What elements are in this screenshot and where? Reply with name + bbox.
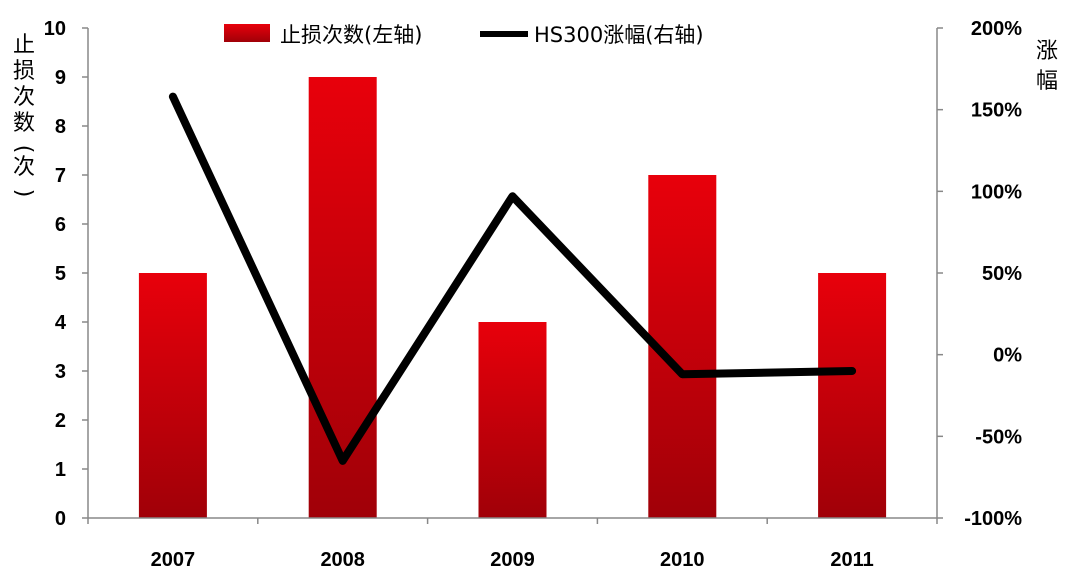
right-tick-label: 150% xyxy=(971,100,1022,122)
right-axis-title-char: 幅 xyxy=(1036,69,1058,94)
category-axis-ticks: 2007 2008 2009 2010 2011 xyxy=(151,549,874,571)
left-tick-label: 0 xyxy=(55,508,66,530)
left-tick-label: 1 xyxy=(55,459,66,481)
right-axis-title-char: 涨 xyxy=(1036,39,1058,64)
left-axis-title-char: 损 xyxy=(13,59,35,84)
left-axis-ticks: 0 1 2 3 4 5 6 7 8 9 10 xyxy=(44,18,88,530)
bar xyxy=(138,273,207,518)
left-axis-title-char: 次 xyxy=(13,85,35,110)
left-axis-title-char: 数 xyxy=(13,111,35,136)
left-tick-label: 8 xyxy=(55,116,66,138)
left-tick-label: 3 xyxy=(55,361,66,383)
bar xyxy=(818,273,887,518)
right-tick-label: 0% xyxy=(993,345,1022,367)
right-tick-label: 200% xyxy=(971,18,1022,40)
left-tick-label: 9 xyxy=(55,67,66,89)
category-label: 2010 xyxy=(660,549,705,571)
right-tick-label: 100% xyxy=(971,181,1022,203)
legend-label-bar: 止损次数(左轴) xyxy=(280,23,422,47)
right-axis-title: 涨幅 xyxy=(1036,39,1058,94)
legend: 止损次数(左轴) HS300涨幅(右轴) xyxy=(224,23,704,47)
category-label: 2011 xyxy=(830,549,873,571)
left-tick-label: 2 xyxy=(55,410,66,432)
left-axis-title-char: 止 xyxy=(13,33,35,58)
right-tick-label: -50% xyxy=(975,426,1022,448)
legend-swatch-bar xyxy=(224,24,270,42)
left-axis-title-char: ( xyxy=(11,145,36,154)
right-axis-ticks: -100% -50% 0% 50% 100% 150% 200% xyxy=(937,18,1022,530)
left-tick-label: 7 xyxy=(55,165,66,187)
left-axis-title-char: ) xyxy=(11,189,36,198)
category-label: 2007 xyxy=(151,549,196,571)
left-tick-label: 4 xyxy=(55,312,67,334)
legend-label-line: HS300涨幅(右轴) xyxy=(534,23,704,47)
left-tick-label: 5 xyxy=(55,263,66,285)
bar xyxy=(308,77,377,518)
right-tick-label: 50% xyxy=(982,263,1022,285)
left-tick-label: 6 xyxy=(55,214,66,236)
line-series xyxy=(168,92,857,465)
left-axis-title-char: 次 xyxy=(13,155,35,180)
left-tick-label: 10 xyxy=(44,18,66,40)
bar-series xyxy=(138,77,887,518)
right-tick-label: -100% xyxy=(964,508,1022,530)
category-label: 2009 xyxy=(490,549,535,571)
left-axis-title: 止损次数(次) xyxy=(11,33,36,197)
category-label: 2008 xyxy=(320,549,365,571)
bar xyxy=(478,322,547,518)
